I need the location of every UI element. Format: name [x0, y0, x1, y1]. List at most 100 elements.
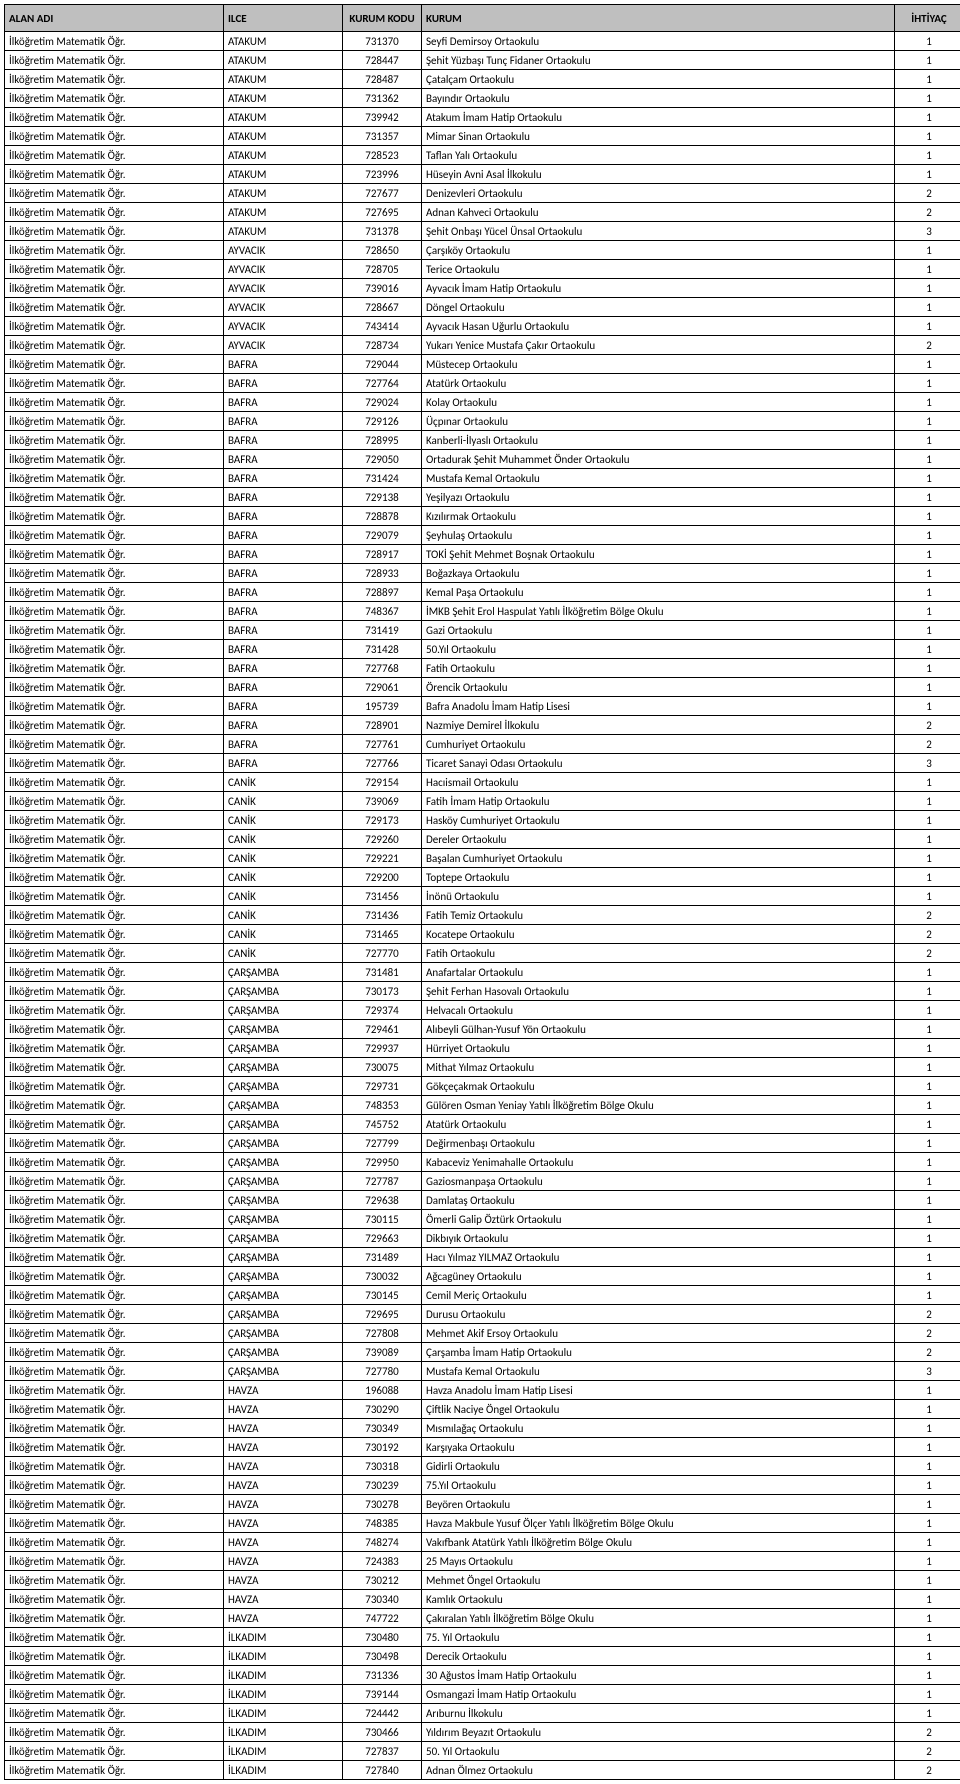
table-row: İlköğretim Matematik Öğr.BAFRA727764Atat…	[5, 374, 960, 393]
cell: 1	[895, 1533, 960, 1552]
cell: İlköğretim Matematik Öğr.	[5, 564, 224, 583]
table-body: İlköğretim Matematik Öğr.ATAKUM731370Sey…	[5, 32, 960, 1780]
cell: 1	[895, 374, 960, 393]
cell: 1	[895, 108, 960, 127]
cell: 748353	[343, 1096, 422, 1115]
cell: 1	[895, 564, 960, 583]
cell: İlköğretim Matematik Öğr.	[5, 1495, 224, 1514]
cell: 1	[895, 507, 960, 526]
cell: İlköğretim Matematik Öğr.	[5, 165, 224, 184]
table-row: İlköğretim Matematik Öğr.ATAKUM727695Adn…	[5, 203, 960, 222]
table-row: İlköğretim Matematik Öğr.CANİK727770Fati…	[5, 944, 960, 963]
table-row: İlköğretim Matematik Öğr.ÇARŞAMBA729937H…	[5, 1039, 960, 1058]
table-row: İlköğretim Matematik Öğr.ÇARŞAMBA748353G…	[5, 1096, 960, 1115]
cell: CANİK	[224, 773, 343, 792]
cell: 1	[895, 165, 960, 184]
table-row: İlköğretim Matematik Öğr.HAVZA196088Havz…	[5, 1381, 960, 1400]
cell: ÇARŞAMBA	[224, 1096, 343, 1115]
cell: Mithat Yılmaz Ortaokulu	[422, 1058, 895, 1077]
cell: İlköğretim Matematik Öğr.	[5, 1552, 224, 1571]
cell: 1	[895, 887, 960, 906]
cell: 195739	[343, 697, 422, 716]
table-row: İlköğretim Matematik Öğr.HAVZA748385Havz…	[5, 1514, 960, 1533]
cell: 739144	[343, 1685, 422, 1704]
cell: İlköğretim Matematik Öğr.	[5, 317, 224, 336]
cell: İlköğretim Matematik Öğr.	[5, 640, 224, 659]
cell: İlköğretim Matematik Öğr.	[5, 127, 224, 146]
cell: BAFRA	[224, 488, 343, 507]
cell: Kamlık Ortaokulu	[422, 1590, 895, 1609]
cell: Havza Makbule Yusuf Ölçer Yatılı İlköğre…	[422, 1514, 895, 1533]
cell: ÇARŞAMBA	[224, 1020, 343, 1039]
cell: İlköğretim Matematik Öğr.	[5, 89, 224, 108]
cell: İlköğretim Matematik Öğr.	[5, 868, 224, 887]
cell: 2	[895, 1723, 960, 1742]
cell: 731419	[343, 621, 422, 640]
cell: 1	[895, 1229, 960, 1248]
cell: Mısmılağaç Ortaokulu	[422, 1419, 895, 1438]
cell: İnönü Ortaokulu	[422, 887, 895, 906]
cell: HAVZA	[224, 1400, 343, 1419]
cell: BAFRA	[224, 735, 343, 754]
cell: 728447	[343, 51, 422, 70]
cell: İlköğretim Matematik Öğr.	[5, 1191, 224, 1210]
table-row: İlköğretim Matematik Öğr.HAVZA730212Mehm…	[5, 1571, 960, 1590]
cell: 748367	[343, 602, 422, 621]
table-row: İlköğretim Matematik Öğr.BAFRA731424Must…	[5, 469, 960, 488]
cell: BAFRA	[224, 716, 343, 735]
table-row: İlköğretim Matematik Öğr.HAVZA730278Beyö…	[5, 1495, 960, 1514]
cell: BAFRA	[224, 545, 343, 564]
cell: AYVACIK	[224, 241, 343, 260]
cell: 1	[895, 1115, 960, 1134]
cell: Taflan Yalı Ortaokulu	[422, 146, 895, 165]
table-row: İlköğretim Matematik Öğr.BAFRA731419Gazi…	[5, 621, 960, 640]
cell: 1	[895, 355, 960, 374]
table-row: İlköğretim Matematik Öğr.HAVZA730349Mısm…	[5, 1419, 960, 1438]
cell: 728650	[343, 241, 422, 260]
cell: BAFRA	[224, 602, 343, 621]
table-row: İlköğretim Matematik Öğr.İLKADIM724442Ar…	[5, 1704, 960, 1723]
cell: 730278	[343, 1495, 422, 1514]
cell: 727764	[343, 374, 422, 393]
cell: Ömerli Galip Öztürk Ortaokulu	[422, 1210, 895, 1229]
cell: İlköğretim Matematik Öğr.	[5, 963, 224, 982]
cell: ÇARŞAMBA	[224, 1267, 343, 1286]
cell: HAVZA	[224, 1438, 343, 1457]
table-row: İlköğretim Matematik Öğr.BAFRA728995Kanb…	[5, 431, 960, 450]
table-row: İlköğretim Matematik Öğr.ÇARŞAMBA731481A…	[5, 963, 960, 982]
cell: Kolay Ortaokulu	[422, 393, 895, 412]
cell: 731436	[343, 906, 422, 925]
cell: ÇARŞAMBA	[224, 1286, 343, 1305]
table-row: İlköğretim Matematik Öğr.CANİK731465Koca…	[5, 925, 960, 944]
cell: Yukarı Yenice Mustafa Çakır Ortaokulu	[422, 336, 895, 355]
cell: 1	[895, 1495, 960, 1514]
cell: Üçpınar Ortaokulu	[422, 412, 895, 431]
cell: ATAKUM	[224, 127, 343, 146]
cell: İlköğretim Matematik Öğr.	[5, 355, 224, 374]
cell: İlköğretim Matematik Öğr.	[5, 1343, 224, 1362]
table-row: İlköğretim Matematik Öğr.ÇARŞAMBA729695D…	[5, 1305, 960, 1324]
cell: İlköğretim Matematik Öğr.	[5, 1419, 224, 1438]
cell: İlköğretim Matematik Öğr.	[5, 1077, 224, 1096]
cell: Ticaret Sanayi Odası Ortaokulu	[422, 754, 895, 773]
cell: 727770	[343, 944, 422, 963]
cell: Fatih Ortaokulu	[422, 659, 895, 678]
cell: İLKADIM	[224, 1647, 343, 1666]
cell: 1	[895, 260, 960, 279]
cell: Mimar Sinan Ortaokulu	[422, 127, 895, 146]
cell: 3	[895, 1362, 960, 1381]
cell: 1	[895, 1514, 960, 1533]
cell: 1	[895, 1153, 960, 1172]
cell: 1	[895, 450, 960, 469]
cell: BAFRA	[224, 621, 343, 640]
cell: Hürriyet Ortaokulu	[422, 1039, 895, 1058]
cell: 728897	[343, 583, 422, 602]
cell: 730318	[343, 1457, 422, 1476]
cell: İlköğretim Matematik Öğr.	[5, 1286, 224, 1305]
cell: Çarşıköy Ortaokulu	[422, 241, 895, 260]
cell: Bafra Anadolu İmam Hatip Lisesi	[422, 697, 895, 716]
cell: İlköğretim Matematik Öğr.	[5, 1153, 224, 1172]
cell: BAFRA	[224, 431, 343, 450]
cell: BAFRA	[224, 412, 343, 431]
cell: 729050	[343, 450, 422, 469]
